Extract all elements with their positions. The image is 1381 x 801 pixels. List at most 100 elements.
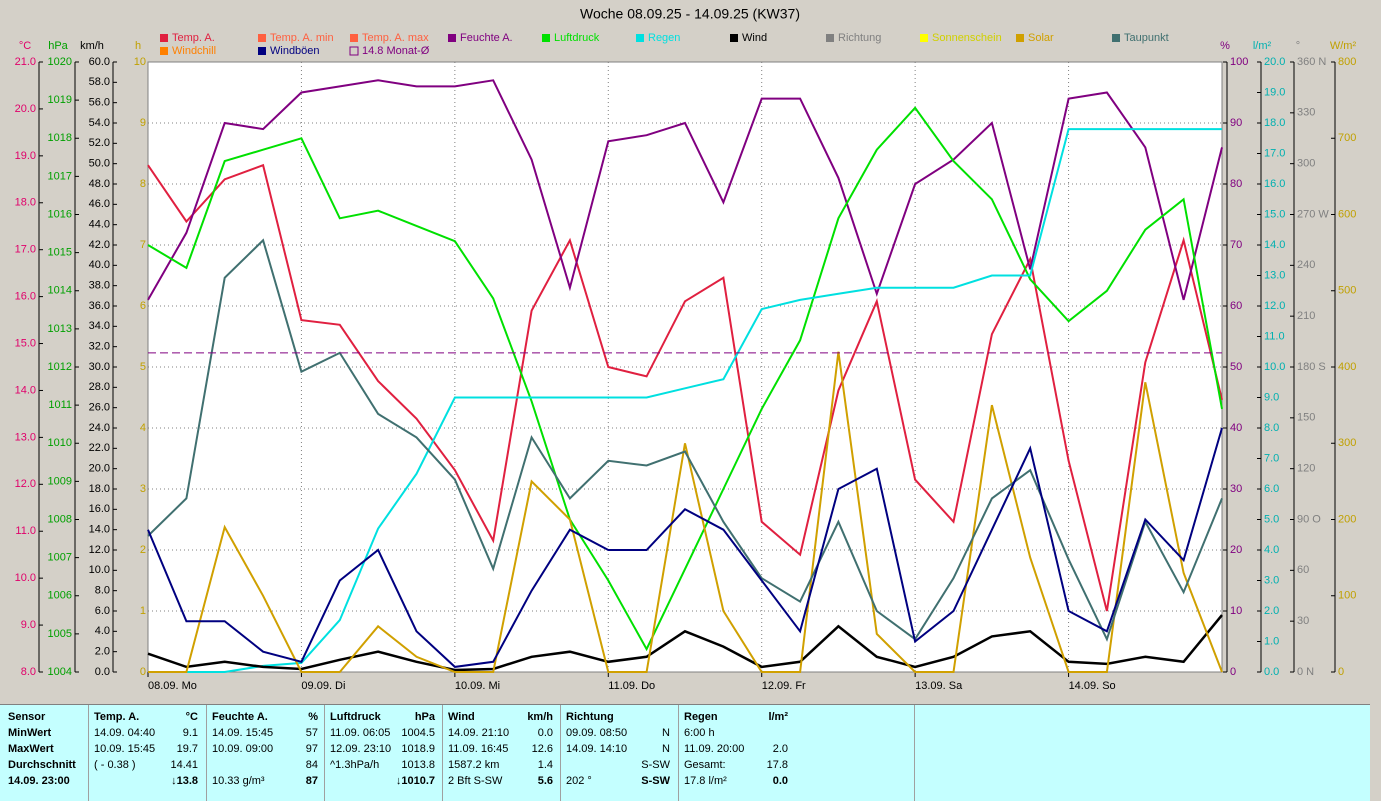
- y-tick-label: 18.0: [89, 483, 110, 495]
- table-cell: 0.0: [772, 775, 788, 787]
- table-cell: N: [662, 727, 670, 739]
- y-tick-label: 1.0: [1264, 635, 1279, 647]
- y-tick-label: 1019: [48, 94, 72, 106]
- y-tick-label: 0: [1230, 666, 1236, 678]
- legend-swatch: [1016, 34, 1024, 42]
- table-cell: 1.4: [537, 759, 553, 771]
- table-cell: 2.0: [772, 743, 788, 755]
- table-cell: N: [662, 743, 670, 755]
- legend-swatch: [1112, 34, 1120, 42]
- y-tick-label: 40: [1230, 422, 1242, 434]
- table-cell: %: [308, 711, 318, 723]
- y-tick-label: 1020: [48, 56, 72, 68]
- y-tick-label: 56.0: [89, 97, 110, 109]
- y-tick-label: 1009: [48, 475, 72, 487]
- series-line: [148, 351, 1223, 673]
- y-tick-label: 36.0: [89, 300, 110, 312]
- table-cell: 14.41: [170, 759, 198, 771]
- y-tick-label: 700: [1338, 132, 1356, 144]
- y-tick-label: 48.0: [89, 178, 110, 190]
- y-tick-label: 6.0: [95, 605, 110, 617]
- y-tick-label: 5.0: [1264, 513, 1279, 525]
- axis-unit: %: [1220, 40, 1230, 52]
- y-tick-label: 28.0: [89, 381, 110, 393]
- y-tick-label: 1010: [48, 437, 72, 449]
- y-tick-label: 1013: [48, 323, 72, 335]
- y-tick-label: 16.0: [1264, 178, 1285, 190]
- table-cell: Temp. A.: [94, 711, 140, 723]
- y-tick-label: 2.0: [95, 646, 110, 658]
- table-cell: 2 Bft S-SW: [448, 775, 503, 787]
- y-tick-label: 100: [1230, 56, 1248, 68]
- table-cell: Durchschnitt: [8, 759, 76, 771]
- y-tick-label: 100: [1338, 590, 1356, 602]
- y-tick-label: 1007: [48, 552, 72, 564]
- y-tick-label: 11.0: [15, 525, 36, 537]
- y-tick-label: 15.0: [15, 337, 36, 349]
- y-tick-label: 1017: [48, 170, 72, 182]
- y-tick-label: 20.0: [89, 463, 110, 475]
- column-separator: [678, 705, 679, 801]
- y-tick-label: 10: [134, 56, 146, 68]
- y-tick-label: 6.0: [1264, 483, 1279, 495]
- table-cell: l/m²: [768, 711, 788, 723]
- y-tick-label: 60.0: [89, 56, 110, 68]
- y-tick-label: 210: [1297, 310, 1315, 322]
- legend-swatch: [160, 34, 168, 42]
- series-line: [148, 128, 1222, 673]
- legend-swatch: [636, 34, 644, 42]
- x-tick-label: 09.09. Di: [301, 680, 345, 692]
- table-cell: km/h: [527, 711, 553, 723]
- table-cell: Sensor: [8, 711, 46, 723]
- legend-label: Taupunkt: [1124, 32, 1169, 44]
- y-tick-label: 38.0: [89, 280, 110, 292]
- y-tick-label: 360 N: [1297, 56, 1326, 68]
- legend-label: Sonnenschein: [932, 32, 1002, 44]
- legend-label: Windböen: [270, 45, 320, 57]
- table-cell: Regen: [684, 711, 718, 723]
- y-tick-label: 14.0: [1264, 239, 1285, 251]
- legend-swatch: [448, 34, 456, 42]
- table-cell: 1587.2 km: [448, 759, 500, 771]
- table-cell: 1013.8: [401, 759, 435, 771]
- x-tick-label: 14.09. So: [1069, 680, 1116, 692]
- table-cell: ↓1010.7: [395, 775, 435, 787]
- table-cell: °C: [185, 711, 198, 723]
- table-cell: 17.8 l/m²: [684, 775, 727, 787]
- y-tick-label: 26.0: [89, 402, 110, 414]
- y-tick-label: 60: [1230, 300, 1242, 312]
- y-tick-label: 4.0: [95, 625, 110, 637]
- y-tick-label: 21.0: [15, 56, 36, 68]
- y-tick-label: 400: [1338, 361, 1356, 373]
- y-tick-label: 180 S: [1297, 361, 1326, 373]
- y-tick-label: 22.0: [89, 442, 110, 454]
- x-tick-label: 12.09. Fr: [762, 680, 806, 692]
- y-tick-label: 50: [1230, 361, 1242, 373]
- x-tick-label: 13.09. Sa: [915, 680, 963, 692]
- y-tick-label: 20.0: [15, 103, 36, 115]
- y-tick-label: 1018: [48, 132, 72, 144]
- y-tick-label: 1012: [48, 361, 72, 373]
- y-tick-label: 46.0: [89, 198, 110, 210]
- legend-swatch: [160, 47, 168, 55]
- table-cell: 10.09. 15:45: [94, 743, 156, 755]
- legend-label: Wind: [742, 32, 767, 44]
- table-cell: Feuchte A.: [212, 711, 268, 723]
- axis-unit: h: [135, 40, 141, 52]
- legend-label: Temp. A. max: [362, 32, 429, 44]
- table-cell: MaxWert: [8, 743, 54, 755]
- y-tick-label: 11.0: [1264, 330, 1285, 342]
- y-tick-label: 90 O: [1297, 513, 1321, 525]
- axis-unit: hPa: [48, 40, 68, 52]
- y-tick-label: 32.0: [89, 341, 110, 353]
- table-cell: 12.6: [531, 743, 553, 755]
- series-line: [147, 106, 1223, 652]
- y-tick-label: 8.0: [95, 585, 110, 597]
- y-tick-label: 60: [1297, 564, 1309, 576]
- y-tick-label: 7: [140, 239, 146, 251]
- y-tick-label: 40.0: [89, 259, 110, 271]
- y-tick-label: 17.0: [15, 244, 36, 256]
- y-tick-label: 1: [140, 605, 146, 617]
- y-tick-label: 0 N: [1297, 666, 1314, 678]
